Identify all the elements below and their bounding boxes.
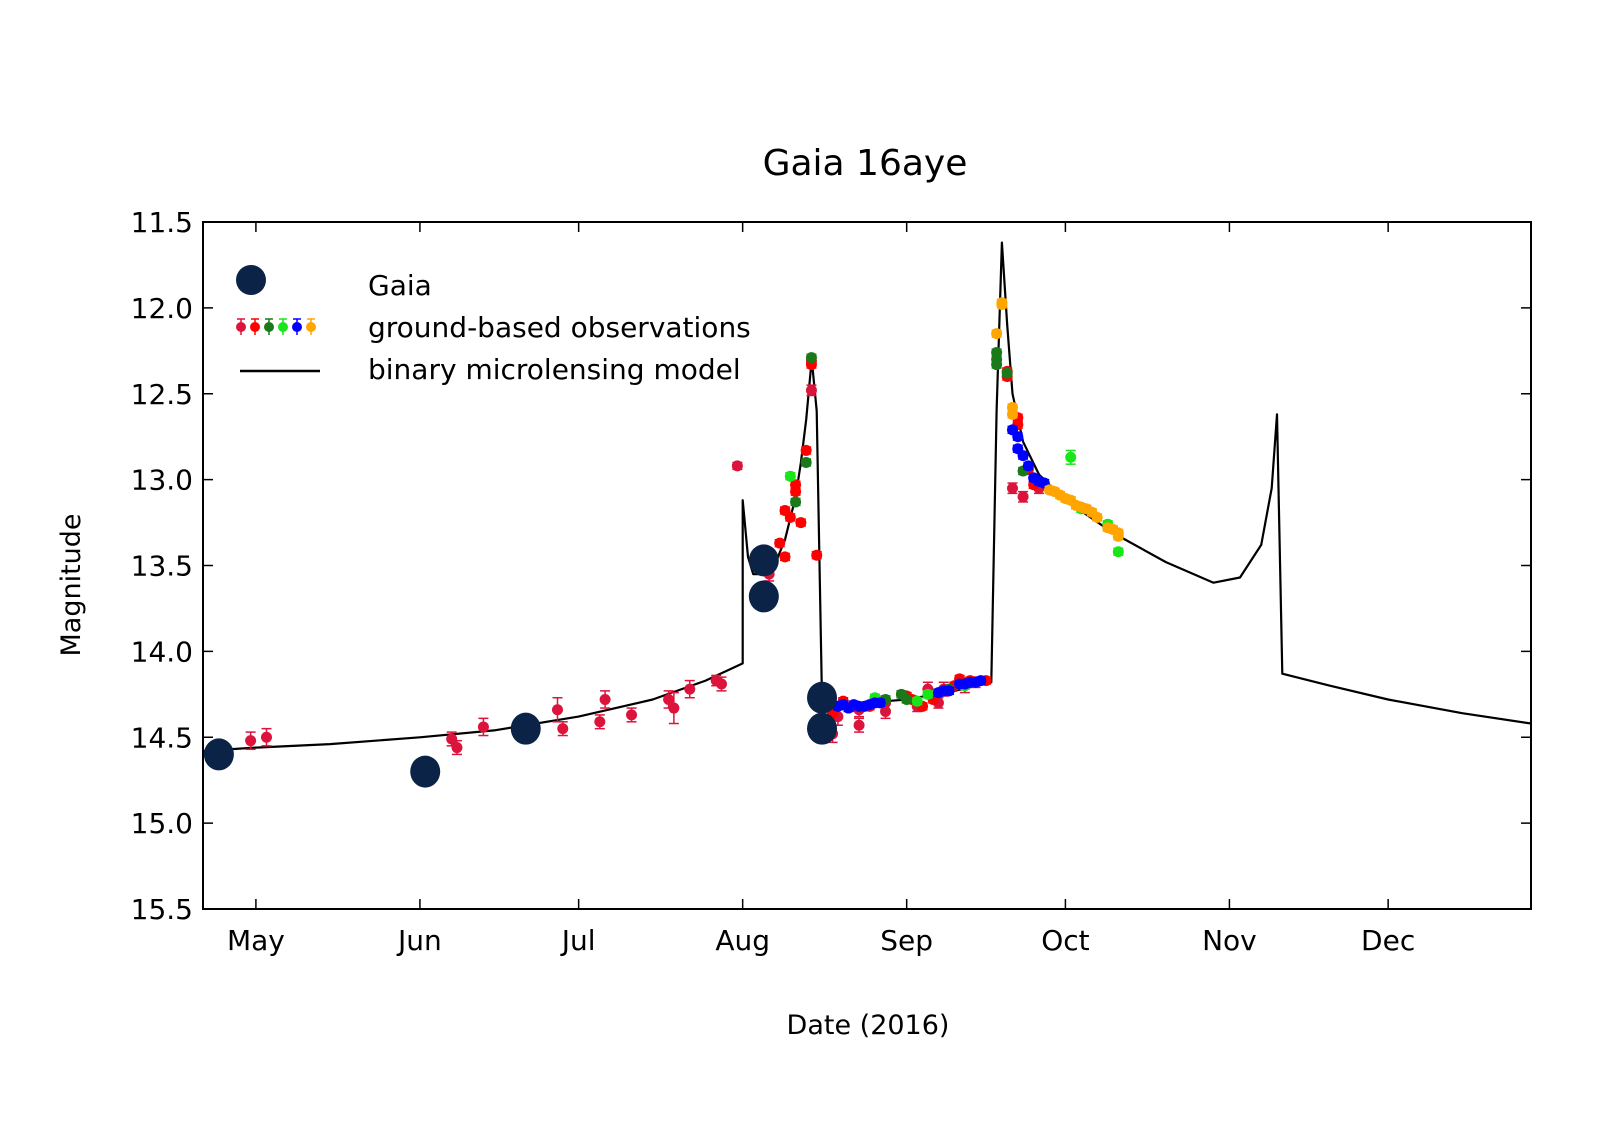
orange-point [996,298,1008,310]
blue-point [1012,431,1024,443]
crimson-point [446,733,458,745]
blue-point [1017,450,1029,462]
orange-point [1091,511,1103,523]
plot-frame [202,221,1532,910]
x-axis-label: Date (2016) [787,1010,950,1041]
red-point [811,549,823,561]
x-tick-label: Sep [880,924,933,957]
x-tick-label: Jul [560,924,596,957]
crimson-point [599,693,611,705]
crimson-point [731,460,743,472]
crimson-point [477,721,489,733]
gaia-point [203,738,234,771]
crimson-point [626,709,638,721]
red-point [774,537,786,549]
crimson-point [805,384,817,396]
crimson-point [684,683,696,695]
y-tick-label: 12.0 [131,292,193,325]
darkgreen-point [800,456,812,468]
lime-point [784,470,796,482]
crimson-point [1006,482,1018,494]
blue-point [1022,460,1034,472]
legend-ground-label: ground-based observations [368,311,751,344]
crimson-point [663,693,675,705]
legend-ground-marker [292,322,302,332]
y-tick-label: 14.0 [131,635,193,668]
legend-gaia-label: Gaia [368,269,432,302]
legend-model-label: binary microlensing model [368,353,741,386]
legend-ground-marker [264,322,274,332]
legend-ground-markers [236,318,316,335]
crimson-point [716,678,728,690]
crimson-point [557,723,569,735]
x-tick-label: Jun [396,924,442,957]
gaia-point [807,681,838,714]
darkgreen-point [790,496,802,508]
red-point [784,511,796,523]
lime-point [922,688,934,700]
y-tick-label: 12.5 [131,378,193,411]
crimson-point [551,704,563,716]
blue-point [874,697,886,709]
darkgreen-point [805,352,817,364]
y-tick-label: 13.5 [131,550,193,583]
x-tick-label: May [227,924,285,957]
legend-gaia-marker [236,265,266,295]
blue-point [943,685,955,697]
blue-point [975,675,987,687]
lime-point [1065,451,1077,463]
red-point [790,479,802,491]
orange-point [1112,530,1124,542]
crimson-point [260,731,272,743]
crimson-point [668,702,680,714]
gaia-point [510,712,541,745]
x-tick-label: Oct [1041,924,1089,957]
x-tick-label: Dec [1361,924,1415,957]
orange-point [1006,408,1018,420]
red-point [779,551,791,563]
darkgreen-point [991,359,1003,371]
y-tick-label: 11.5 [131,206,193,239]
legend-ground-marker [250,322,260,332]
y-tick-label: 14.5 [131,721,193,754]
x-tick-label: Aug [715,924,770,957]
crimson-point [880,705,892,717]
orange-point [991,328,1003,340]
data-points-layer [203,297,1124,788]
crimson-point [853,719,865,731]
gaia-point [748,580,779,613]
crimson-point [245,735,257,747]
red-point [795,517,807,529]
chart-title: Gaia 16aye [763,143,968,184]
y-tick-label: 13.0 [131,464,193,497]
gaia-point [748,544,779,577]
red-point [800,444,812,456]
darkgreen-point [901,693,913,705]
x-tick-label: Nov [1202,924,1257,957]
legend-ground-marker [306,322,316,332]
gaia-point [410,755,441,788]
gaia-point [807,712,838,745]
y-axis-label: Magnitude [56,513,87,656]
y-tick-label: 15.5 [131,893,193,926]
crimson-point [451,742,463,754]
darkgreen-point [1001,367,1013,379]
crimson-point [594,716,606,728]
legend-ground-marker [236,322,246,332]
axis-ticks: 11.5 12.0 12.5 13.0 13.5 14.0 14.5 15.0 15.5 May J… [131,206,1531,957]
legend-ground-marker [278,322,288,332]
lime-point [911,695,923,707]
y-tick-label: 15.0 [131,807,193,840]
lime-point [1112,546,1124,558]
legend: Gaia ground-based observations binary mi… [236,265,751,386]
crimson-point [1017,491,1029,503]
